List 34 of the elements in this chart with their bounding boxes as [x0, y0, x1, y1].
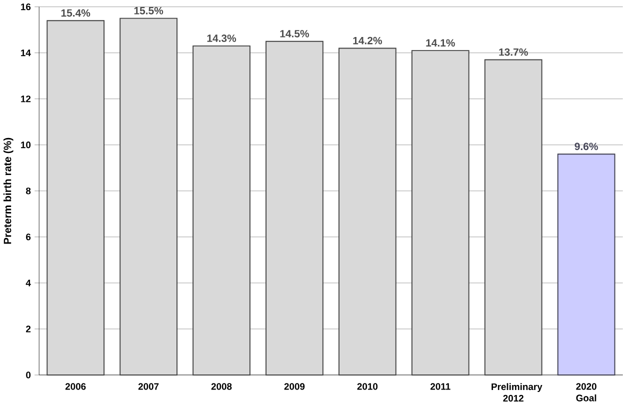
x-tick-label: Preliminary 2012 [492, 383, 542, 402]
x-tick-label: 2020 Goal [576, 383, 596, 402]
y-tick-label: 2 [26, 326, 31, 332]
y-tick-label: 12 [21, 96, 31, 102]
y-tick-label: 16 [21, 3, 31, 10]
bar [266, 40, 324, 376]
x-tick-label: 2011 [430, 383, 450, 390]
y-tick-label: 10 [21, 142, 31, 148]
y-tick-label: 6 [26, 234, 31, 240]
bar [120, 18, 178, 376]
data-label: 14.3% [207, 34, 236, 42]
data-label: 15.4% [61, 9, 90, 17]
y-axis-title: Preterm birth rate (%) [3, 138, 14, 244]
y-tick-label: 4 [26, 280, 31, 286]
y-tick-label: 14 [21, 50, 31, 56]
bar [411, 50, 470, 376]
x-tick-label: 2010 [357, 383, 378, 390]
data-label: 14.2% [353, 36, 382, 44]
bar [484, 59, 542, 376]
x-tick-label: 2009 [284, 383, 305, 390]
data-label: 13.7% [499, 48, 528, 56]
bar [192, 45, 250, 376]
y-tick-label: 8 [26, 188, 31, 194]
data-label: 14.5% [280, 30, 310, 38]
data-label: 9.6% [574, 142, 598, 150]
bar [338, 48, 396, 376]
x-tick-label: 2007 [138, 383, 159, 390]
x-tick-label: 2008 [211, 383, 232, 390]
data-label: 14.1% [426, 39, 455, 47]
data-label: 15.5% [134, 6, 164, 14]
bar [557, 154, 616, 376]
y-tick-label: 0 [26, 372, 31, 378]
x-tick-label: 2006 [65, 383, 86, 390]
bar [46, 20, 105, 376]
